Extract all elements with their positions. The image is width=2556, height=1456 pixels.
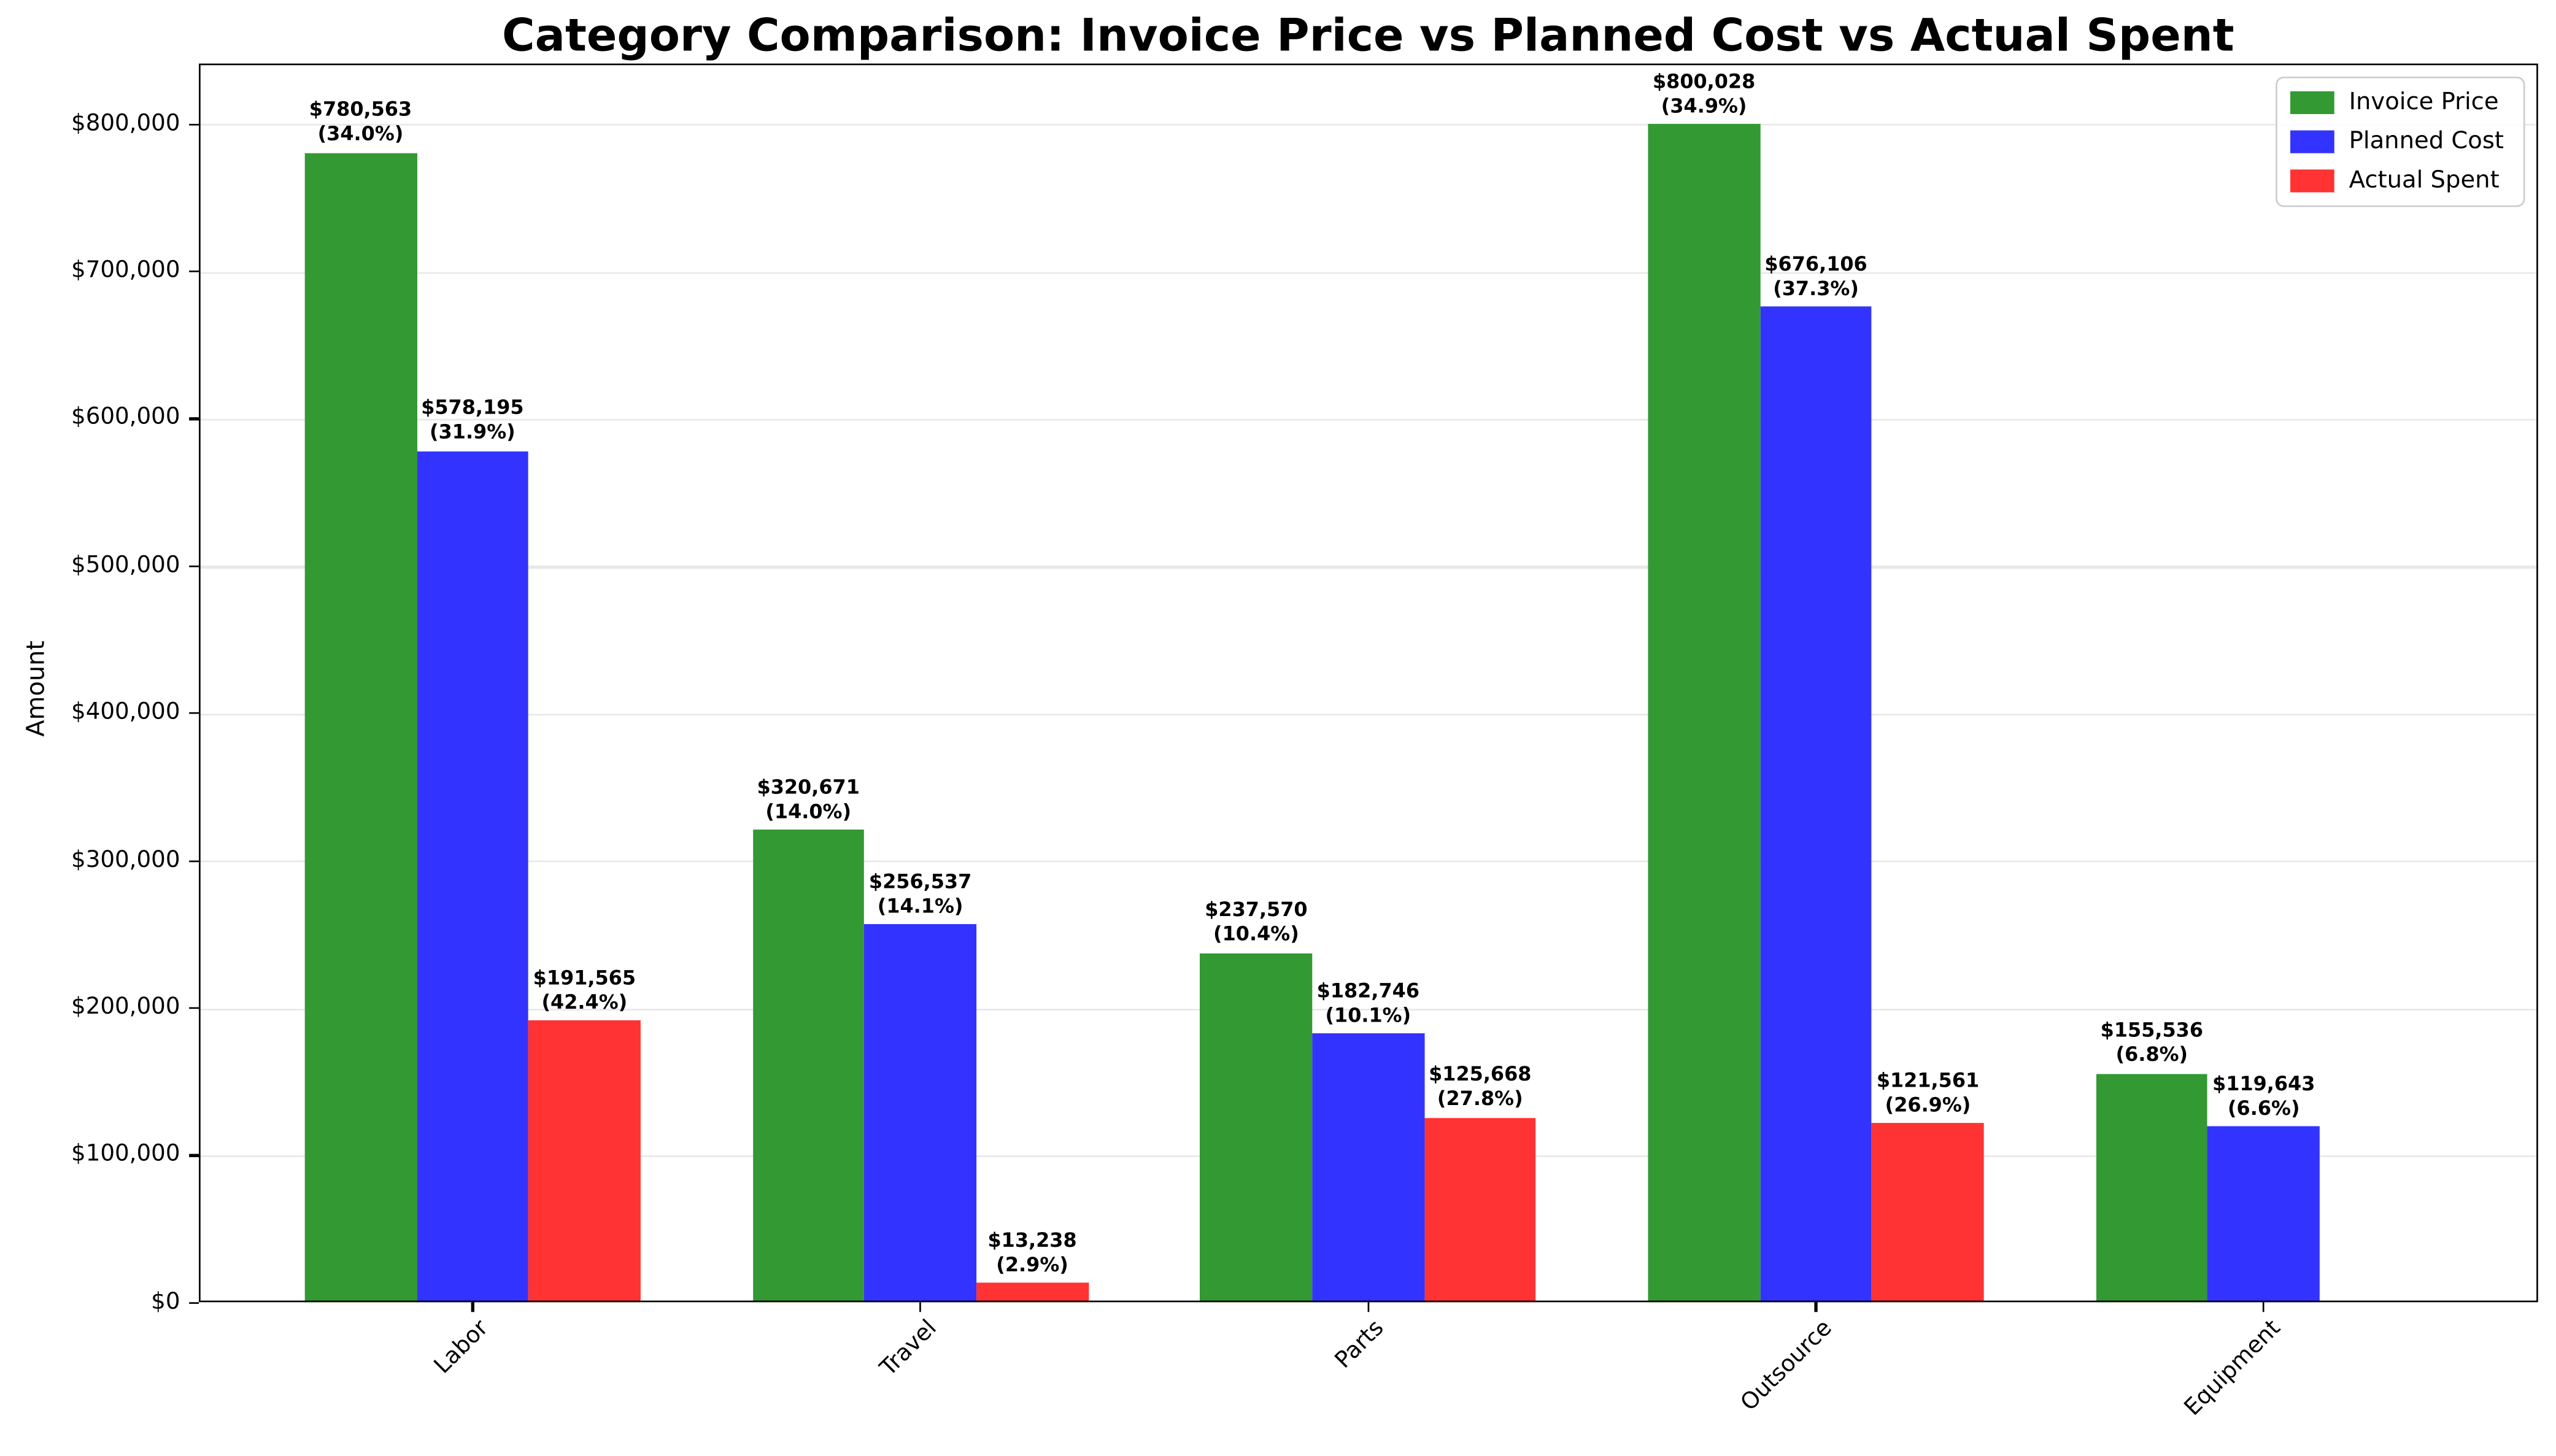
bar-planned-cost-labor (416, 450, 529, 1303)
y-tick-500000 (189, 565, 198, 568)
bar-invoice-price-outsource (1648, 124, 1760, 1303)
y-tick-label-600000: $600,000 (71, 405, 180, 431)
x-tick-parts (1367, 1303, 1370, 1312)
bar-actual-spent-outsource (1872, 1123, 1984, 1303)
bar-label-invoice-price-travel: $320,671 (14.0%) (757, 776, 860, 823)
y-tick-label-300000: $300,000 (71, 847, 180, 873)
y-tick-800000 (189, 123, 198, 126)
legend-swatch-invoice-price (2290, 91, 2334, 114)
y-tick-label-400000: $400,000 (71, 699, 180, 726)
gridline-700000 (198, 271, 2538, 274)
bar-label-actual-spent-parts: $125,668 (27.8%) (1429, 1063, 1532, 1111)
x-label-equipment: Equipment (2179, 1315, 2286, 1422)
y-tick-label-500000: $500,000 (71, 552, 180, 579)
y-tick-700000 (189, 270, 198, 273)
x-label-parts: Parts (1331, 1315, 1390, 1375)
gridline-600000 (198, 418, 2538, 421)
legend-label-planned-cost: Planned Cost (2349, 128, 2504, 155)
bar-label-planned-cost-parts: $182,746 (10.1%) (1316, 979, 1420, 1027)
bar-actual-spent-travel (976, 1283, 1089, 1303)
bar-label-actual-spent-travel: $13,238 (2.9%) (987, 1228, 1077, 1276)
bar-planned-cost-outsource (1759, 306, 1872, 1303)
gridline-200000 (198, 1007, 2538, 1011)
bar-planned-cost-travel (864, 925, 976, 1303)
bar-label-invoice-price-outsource: $800,028 (34.9%) (1652, 69, 1756, 117)
y-tick-label-0: $0 (151, 1288, 180, 1315)
bar-planned-cost-parts (1312, 1033, 1424, 1303)
bar-label-planned-cost-travel: $256,537 (14.1%) (868, 870, 972, 918)
bar-planned-cost-equipment (2207, 1126, 2320, 1303)
gridline-800000 (198, 124, 2538, 126)
y-tick-label-800000: $800,000 (71, 110, 180, 137)
bar-label-actual-spent-outsource: $121,561 (26.9%) (1876, 1069, 1980, 1117)
bar-invoice-price-travel (752, 830, 865, 1303)
bar-label-actual-spent-labor: $191,565 (42.4%) (533, 966, 636, 1014)
bar-invoice-price-equipment (2096, 1073, 2208, 1303)
x-label-travel: Travel (875, 1315, 943, 1382)
y-tick-label-700000: $700,000 (71, 257, 180, 284)
x-label-outsource: Outsource (1736, 1315, 1838, 1417)
x-label-labor: Labor (430, 1315, 495, 1380)
bar-label-planned-cost-outsource: $676,106 (37.3%) (1764, 252, 1867, 299)
x-tick-travel (919, 1303, 922, 1312)
legend-label-actual-spent: Actual Spent (2349, 168, 2500, 195)
gridline-300000 (198, 860, 2538, 863)
bar-label-invoice-price-equipment: $155,536 (6.8%) (2100, 1019, 2204, 1066)
gridline-400000 (198, 713, 2538, 715)
legend-item-invoice-price: Invoice Price (2290, 83, 2511, 122)
y-tick-300000 (189, 860, 198, 862)
bar-actual-spent-labor (528, 1020, 641, 1303)
plot-area: $780,563 (34.0%) $320,671 (14.0%) $237,570… (198, 63, 2538, 1303)
bar-label-planned-cost-equipment: $119,643 (6.6%) (2212, 1071, 2315, 1119)
bar-label-invoice-price-parts: $237,570 (10.4%) (1205, 898, 1308, 946)
bar-invoice-price-labor (304, 153, 417, 1303)
bar-invoice-price-parts (1200, 952, 1313, 1303)
y-tick-200000 (189, 1007, 198, 1009)
x-tick-equipment (2263, 1303, 2265, 1312)
bar-actual-spent-parts (1424, 1117, 1536, 1303)
y-tick-600000 (189, 417, 198, 420)
bar-label-invoice-price-labor: $780,563 (34.0%) (309, 98, 412, 146)
legend-item-planned-cost: Planned Cost (2290, 122, 2511, 161)
legend-swatch-actual-spent (2290, 169, 2334, 193)
y-tick-400000 (189, 712, 198, 715)
legend-swatch-planned-cost (2290, 130, 2334, 153)
y-tick-label-100000: $100,000 (71, 1141, 180, 1168)
legend-item-actual-spent: Actual Spent (2290, 161, 2511, 201)
y-tick-label-200000: $200,000 (71, 994, 180, 1020)
y-tick-100000 (189, 1154, 198, 1157)
y-tick-0 (189, 1301, 198, 1304)
x-tick-labor (471, 1303, 474, 1312)
gridline-500000 (198, 566, 2538, 568)
chart-title: Category Comparison: Invoice Price vs Pl… (502, 9, 2234, 62)
legend-label-invoice-price: Invoice Price (2349, 90, 2499, 116)
bar-label-planned-cost-labor: $578,195 (31.9%) (421, 396, 524, 444)
x-tick-outsource (1815, 1303, 1817, 1312)
legend: Invoice Price Planned Cost Actual Spent (2276, 76, 2525, 207)
